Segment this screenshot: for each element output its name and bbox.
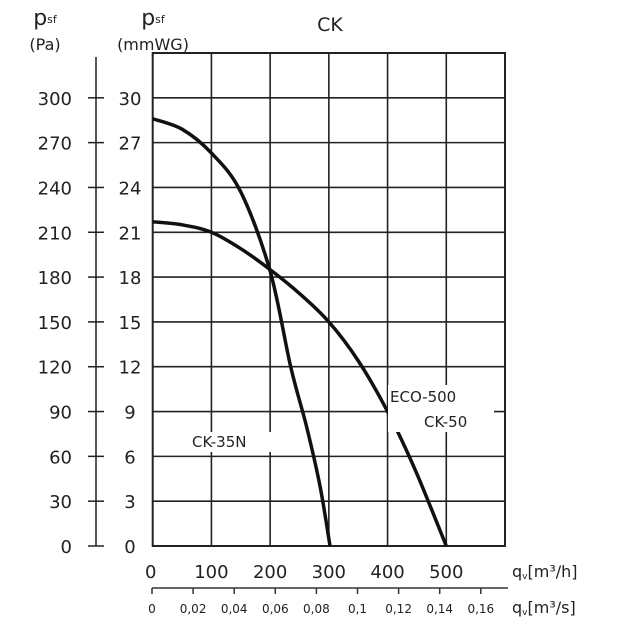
x-tick-label-m3s: 0,16 xyxy=(467,602,494,616)
y-tick-label-pa: 210 xyxy=(38,223,72,244)
svg-text:(Pa): (Pa) xyxy=(29,35,60,54)
curve-eco-500-ck-50 xyxy=(152,220,448,547)
y-tick-label-pa: 270 xyxy=(38,134,72,155)
y-tick-label-mmwg: 21 xyxy=(119,223,142,244)
y-tick-label-mmwg: 15 xyxy=(119,313,142,334)
x-tick-label-m3s: 0 xyxy=(148,602,156,616)
x-tick-label-m3s: 0,04 xyxy=(221,602,248,616)
svg-text:psf: psf xyxy=(33,6,58,31)
grid xyxy=(151,52,506,547)
y-tick-label-pa: 120 xyxy=(38,358,72,379)
x-axis-m3s-label: qv[m³/s] xyxy=(512,598,576,618)
axes: 0369121518212427300306090120150180210240… xyxy=(38,57,508,616)
y-tick-label-mmwg: 3 xyxy=(124,492,135,513)
x-tick-label-m3h: 500 xyxy=(429,562,463,583)
x-tick-label-m3s: 0,08 xyxy=(303,602,330,616)
y-tick-label-pa: 240 xyxy=(38,178,72,199)
y-tick-label-pa: 180 xyxy=(38,268,72,289)
series-label-ck-50: CK-50 xyxy=(424,413,467,431)
y-tick-label-mmwg: 24 xyxy=(119,178,142,199)
y-tick-label-pa: 150 xyxy=(38,313,72,334)
x-tick-label-m3s: 0,02 xyxy=(180,602,207,616)
curves xyxy=(152,117,448,547)
x-tick-label-m3h: 400 xyxy=(370,562,404,583)
curve-ck-35n xyxy=(152,117,332,547)
y-tick-label-mmwg: 9 xyxy=(124,403,135,424)
x-axis-m3h-label: qv[m³/h] xyxy=(512,562,578,582)
x-tick-label-m3s: 0,14 xyxy=(426,602,453,616)
y-tick-label-mmwg: 6 xyxy=(124,447,135,468)
y-tick-label-mmwg: 27 xyxy=(119,134,142,155)
y-axis-pa-label: psf (Pa) xyxy=(29,6,60,54)
series-label-eco-500: ECO-500 xyxy=(390,388,456,406)
svg-text:(mmWG): (mmWG) xyxy=(117,35,189,54)
x-tick-label-m3h: 100 xyxy=(194,562,228,583)
y-tick-label-mmwg: 18 xyxy=(119,268,142,289)
labels: CK-35N ECO-500 CK-50 xyxy=(190,385,494,452)
y-tick-label-mmwg: 12 xyxy=(119,358,142,379)
x-tick-label-m3h: 0 xyxy=(145,562,156,583)
svg-text:qv[m³/h]: qv[m³/h] xyxy=(512,562,578,582)
svg-text:qv[m³/s]: qv[m³/s] xyxy=(512,598,576,618)
y-tick-label-pa: 60 xyxy=(49,447,72,468)
series-label-ck-35n: CK-35N xyxy=(192,433,246,451)
y-tick-label-pa: 90 xyxy=(49,403,72,424)
x-tick-label-m3h: 200 xyxy=(253,562,287,583)
chart-title: CK xyxy=(317,14,343,36)
y-tick-label-pa: 300 xyxy=(38,89,72,110)
y-tick-label-pa: 30 xyxy=(49,492,72,513)
svg-text:psf: psf xyxy=(141,6,166,31)
y-axis-mmwg-label: psf (mmWG) xyxy=(117,6,189,54)
y-tick-label-pa: 0 xyxy=(61,537,72,558)
x-tick-label-m3s: 0,1 xyxy=(348,602,367,616)
x-tick-label-m3h: 300 xyxy=(312,562,346,583)
x-tick-label-m3s: 0,06 xyxy=(262,602,289,616)
x-tick-label-m3s: 0,12 xyxy=(385,602,412,616)
y-tick-label-mmwg: 0 xyxy=(124,537,135,558)
y-tick-label-mmwg: 30 xyxy=(119,89,142,110)
